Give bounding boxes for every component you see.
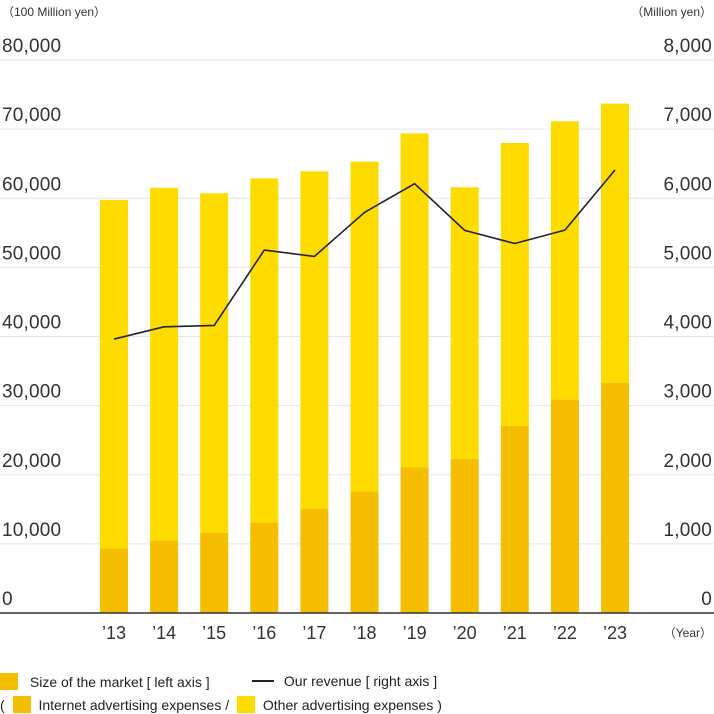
bar-other	[500, 142, 529, 427]
x-tick-label: ’16	[252, 623, 276, 643]
legend-market-label: Size of the market [ left axis ]	[29, 674, 210, 690]
bar-line-chart: （100 Million yen） （Million yen） （Year） 0…	[0, 5, 714, 643]
right-tick-label: 5,000	[663, 243, 712, 264]
right-axis-ticks: 0 1,000 2,000 3,000 4,000 5,000 6,000 7,000 8,00…	[663, 36, 712, 610]
other-swatch	[237, 696, 256, 713]
left-tick-label: 60,000	[2, 174, 61, 195]
bar-internet	[550, 399, 579, 613]
right-tick-label: 2,000	[663, 451, 712, 472]
right-tick-label: 6,000	[663, 174, 712, 195]
left-tick-label: 70,000	[2, 105, 61, 126]
bar-other	[200, 193, 229, 533]
left-axis-ticks: 0 10,000 20,000 30,000 40,000 50,000 60,000 70,…	[2, 36, 61, 610]
bar-internet	[450, 458, 479, 613]
legend-open-paren: (	[0, 697, 5, 713]
bar-other	[300, 171, 329, 509]
x-tick-label: ’14	[152, 623, 176, 643]
x-tick-label: ’23	[603, 623, 627, 643]
left-axis-unit: （100 Million yen）	[2, 5, 106, 19]
legend-breakdown: ( Internet advertising expenses / Other …	[0, 696, 442, 713]
x-tick-label: ’21	[503, 623, 527, 643]
x-tick-label: ’15	[202, 623, 226, 643]
x-tick-label: ’18	[352, 623, 376, 643]
right-tick-label: 1,000	[663, 520, 712, 541]
legend-revenue: Our revenue [ right axis ]	[252, 673, 437, 689]
x-tick-label: ’22	[553, 623, 577, 643]
revenue-line	[113, 169, 616, 340]
x-axis-ticks: ’13 ’14 ’15 ’16 ’17 ’18 ’19 ’20 ’21 ’22 ’23	[102, 623, 627, 643]
bars	[100, 103, 629, 613]
bar-internet	[350, 491, 379, 613]
left-tick-label: 40,000	[2, 313, 61, 334]
left-tick-label: 10,000	[2, 520, 61, 541]
bar-other	[100, 199, 128, 549]
left-tick-label: 80,000	[2, 36, 61, 57]
bar-other	[250, 178, 279, 523]
right-tick-label: 8,000	[663, 36, 712, 57]
legend-internet-label: Internet advertising expenses /	[38, 697, 230, 713]
right-tick-label: 0	[701, 589, 712, 610]
legend-other-label: Other advertising expenses )	[262, 697, 442, 713]
market-swatch	[0, 673, 18, 690]
bar-other	[601, 103, 629, 383]
x-tick-label: ’20	[453, 623, 477, 643]
bar-internet	[601, 382, 629, 613]
right-tick-label: 3,000	[663, 382, 712, 403]
legend: Size of the market [ left axis ] Our rev…	[0, 672, 714, 714]
bar-other	[150, 187, 179, 541]
bar-internet	[300, 508, 329, 613]
left-tick-label: 0	[2, 589, 13, 610]
x-tick-label: ’17	[302, 623, 326, 643]
revenue-line-swatch	[252, 680, 274, 682]
right-tick-label: 7,000	[663, 105, 712, 126]
bar-other	[550, 121, 579, 400]
left-tick-label: 20,000	[2, 451, 61, 472]
bar-internet	[500, 426, 529, 613]
bar-other	[450, 187, 479, 459]
right-tick-label: 4,000	[663, 313, 712, 334]
left-tick-label: 50,000	[2, 243, 61, 264]
left-tick-label: 30,000	[2, 382, 61, 403]
x-axis-unit: （Year）	[664, 626, 712, 640]
legend-revenue-label: Our revenue [ right axis ]	[283, 673, 438, 689]
x-tick-label: ’19	[403, 623, 427, 643]
bar-internet	[200, 532, 229, 613]
right-axis-unit: （Million yen）	[631, 5, 712, 19]
bar-internet	[400, 467, 429, 613]
bar-internet	[100, 548, 128, 613]
x-tick-label: ’13	[102, 623, 126, 643]
bar-internet	[150, 540, 179, 613]
bar-internet	[250, 522, 279, 613]
legend-market: Size of the market [ left axis ]	[0, 673, 210, 690]
internet-swatch	[12, 696, 31, 713]
bar-other	[350, 161, 379, 492]
